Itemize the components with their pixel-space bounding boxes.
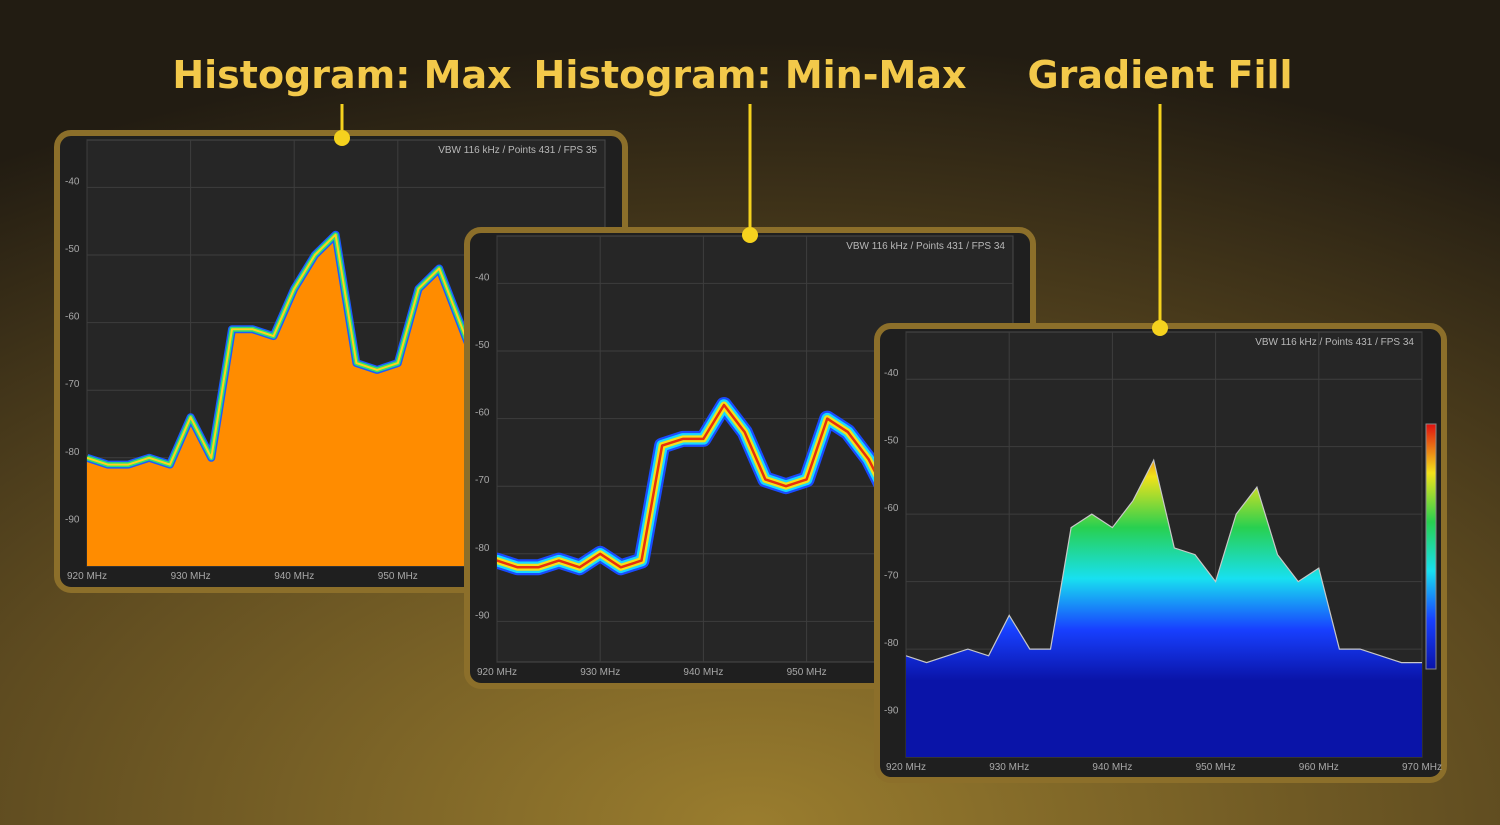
y-tick-label: -70: [65, 379, 80, 390]
x-tick-label: 930 MHz: [171, 571, 211, 582]
x-tick-label: 950 MHz: [378, 571, 418, 582]
y-tick-label: -50: [884, 436, 899, 447]
x-tick-label: 920 MHz: [67, 571, 107, 582]
callout-dot: [742, 227, 758, 243]
callout-dot: [1152, 320, 1168, 336]
spectrum-line: [906, 458, 1422, 664]
x-tick-label: 960 MHz: [1299, 762, 1339, 773]
x-tick-label: 940 MHz: [274, 571, 314, 582]
y-tick-label: -50: [475, 340, 490, 351]
x-tick-label: 930 MHz: [989, 762, 1029, 773]
y-tick-label: -60: [65, 312, 80, 323]
x-tick-label: 950 MHz: [787, 667, 827, 678]
x-tick-label: 970 MHz: [1402, 762, 1442, 773]
x-tick-label: 940 MHz: [683, 667, 723, 678]
y-tick-label: -50: [65, 244, 80, 255]
y-tick-label: -80: [475, 543, 490, 554]
x-tick-label: 950 MHz: [1196, 762, 1236, 773]
spectrum-area: [906, 460, 1422, 757]
spectrum-panel: -40 -50 -60 -70 -80 -90 920 MHz 930 MHz 940 MHz 9…: [874, 320, 1447, 783]
callout-dot: [334, 130, 350, 146]
x-tick-label: 940 MHz: [1092, 762, 1132, 773]
x-tick-label: 920 MHz: [886, 762, 926, 773]
plot-content: [906, 458, 1422, 757]
y-tick-label: -40: [65, 176, 80, 187]
x-tick-label: 920 MHz: [477, 667, 517, 678]
callout-title: Histogram: Min-Max: [534, 53, 967, 97]
y-tick-label: -60: [884, 503, 899, 514]
y-tick-label: -40: [884, 368, 899, 379]
y-tick-label: -80: [884, 638, 899, 649]
y-tick-label: -90: [65, 514, 80, 525]
callout-title: Histogram: Max: [172, 53, 511, 97]
panel-subtitle: VBW 116 kHz / Points 431 / FPS 34: [846, 241, 1005, 252]
panel-subtitle: VBW 116 kHz / Points 431 / FPS 35: [438, 145, 597, 156]
y-tick-label: -60: [475, 408, 490, 419]
panel-subtitle: VBW 116 kHz / Points 431 / FPS 34: [1255, 337, 1414, 348]
callout-title: Gradient Fill: [1027, 53, 1292, 97]
y-tick-label: -70: [884, 571, 899, 582]
y-tick-label: -90: [884, 706, 899, 717]
color-scale: [1425, 423, 1437, 670]
y-tick-label: -90: [475, 610, 490, 621]
y-tick-label: -80: [65, 447, 80, 458]
x-tick-label: 930 MHz: [580, 667, 620, 678]
y-tick-label: -40: [475, 272, 490, 283]
y-tick-label: -70: [475, 475, 490, 486]
